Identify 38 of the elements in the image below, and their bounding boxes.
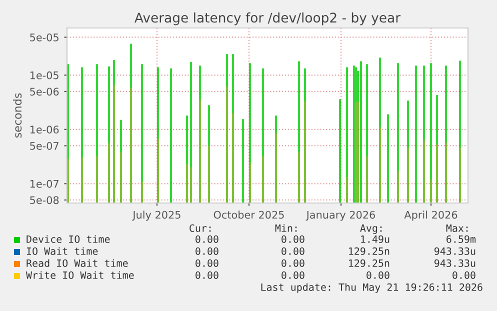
legend-label: Read IO Wait time — [26, 259, 128, 267]
x-tick-label: October 2025 — [214, 210, 284, 219]
text: 943.33u — [434, 247, 476, 255]
text: 0.00 — [196, 259, 218, 267]
text: 0.00 — [196, 235, 218, 243]
x-tick-label: July 2025 — [132, 210, 180, 221]
y-tick-label: 5e-06 — [30, 88, 59, 96]
text: 6.59m — [446, 235, 476, 243]
text: 943.33u — [434, 259, 476, 267]
text: Min: — [275, 224, 297, 232]
text: Last update: Thu May 21 19:26:11 2026 — [261, 283, 482, 293]
chart-title: Average latency for /dev/loop2 - by year — [134, 12, 401, 26]
y-tick-label: 5e-08 — [30, 196, 59, 204]
legend-label: Write IO Wait time — [26, 271, 134, 279]
text: 129.25n — [349, 259, 390, 267]
text: 0.00 — [282, 235, 304, 243]
y-tick-label: 1e-07 — [30, 180, 58, 188]
text: 0.00 — [196, 271, 218, 279]
text: 1.49u — [361, 235, 390, 243]
legend-label: IO Wait time — [26, 247, 98, 255]
y-tick-label: 5e-07 — [30, 142, 58, 150]
text: Avg: — [360, 224, 382, 234]
text: 0.00 — [452, 271, 476, 279]
y-tick-label: 1e-06 — [30, 126, 59, 134]
text: 0.00 — [282, 247, 304, 255]
text: 0.00 — [282, 271, 304, 279]
text: 0.00 — [196, 247, 218, 255]
y-axis-title: seconds — [13, 93, 22, 138]
y-tick-label: 5e-05 — [30, 33, 58, 42]
x-tick-label: April 2026 — [404, 210, 458, 221]
y-tick-label: 1e-05 — [30, 71, 58, 80]
text: 0.00 — [282, 259, 304, 267]
text: Max: — [446, 224, 468, 232]
text: 0.00 — [366, 271, 390, 279]
text: 129.25n — [349, 247, 390, 255]
x-tick-label: January 2026 — [306, 210, 375, 221]
legend-label: Device IO time — [26, 235, 110, 243]
text: Cur: — [190, 224, 211, 232]
